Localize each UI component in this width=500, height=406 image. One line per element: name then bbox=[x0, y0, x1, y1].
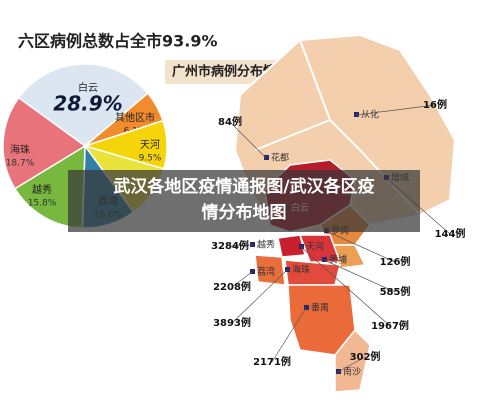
district-count: 84例 bbox=[218, 115, 242, 128]
district-marker bbox=[304, 305, 309, 310]
district-name: 越秀 bbox=[257, 239, 275, 251]
slice-name: 海珠 bbox=[10, 143, 30, 156]
district-count: 2171例 bbox=[253, 355, 291, 368]
district-marker bbox=[322, 257, 327, 262]
leader-line bbox=[323, 259, 396, 293]
pie-slice bbox=[2, 96, 87, 190]
district-count: 144例 bbox=[435, 227, 466, 240]
leader-line bbox=[271, 307, 307, 363]
banner-bg bbox=[68, 170, 420, 232]
slice-name: 越秀 bbox=[32, 183, 52, 196]
district-count: 16例 bbox=[423, 98, 447, 111]
district-name: 南沙 bbox=[343, 366, 361, 378]
pie-slice bbox=[17, 63, 149, 147]
district-name: 番禺 bbox=[311, 302, 329, 314]
leader-line bbox=[231, 269, 288, 324]
district-name: 花都 bbox=[271, 152, 289, 164]
pie-title: 六区病例总数占全市93.9% bbox=[18, 32, 218, 51]
district-count: 126例 bbox=[380, 255, 411, 268]
district-count: 302例 bbox=[350, 350, 381, 363]
leader-line bbox=[337, 356, 366, 373]
map-title: 广州市病例分布情况 bbox=[172, 64, 289, 80]
district-marker bbox=[354, 112, 359, 117]
leader-line bbox=[229, 121, 267, 159]
leader-line bbox=[231, 271, 253, 288]
district-count: 3893例 bbox=[213, 316, 251, 329]
slice-value: 9.5% bbox=[139, 154, 162, 164]
slice-name: 白云 bbox=[78, 81, 98, 94]
slice-name: 其他区市 bbox=[115, 111, 155, 124]
district-count: 1967例 bbox=[371, 319, 409, 332]
slice-value: 28.9% bbox=[53, 92, 122, 116]
leader-line bbox=[355, 104, 436, 116]
banner-line: 武汉各地区疫情通报图/武汉各区疫 bbox=[113, 176, 374, 197]
district-name: 黄埔 bbox=[329, 254, 347, 266]
district-name: 荔湾 bbox=[257, 266, 275, 278]
nansha-area bbox=[334, 328, 371, 393]
slice-value: 18.7% bbox=[6, 159, 35, 169]
liwan-area bbox=[254, 254, 286, 286]
leader-line bbox=[325, 230, 396, 263]
leader-line bbox=[229, 244, 253, 247]
district-count: 2208例 bbox=[213, 280, 251, 293]
district-marker bbox=[299, 244, 304, 249]
yuexiu-area bbox=[277, 234, 306, 258]
district-count: 3284例 bbox=[211, 239, 249, 252]
district-marker bbox=[250, 269, 255, 274]
banner-line: 情分布地图 bbox=[202, 202, 287, 223]
leader-line bbox=[300, 246, 391, 327]
district-marker bbox=[285, 267, 290, 272]
slice-name: 天河 bbox=[140, 139, 160, 151]
district-count: 585例 bbox=[380, 285, 411, 298]
district-marker bbox=[250, 242, 255, 247]
district-name: 天河 bbox=[306, 241, 324, 253]
slice-value: 15.8% bbox=[28, 199, 57, 209]
district-name: 海珠 bbox=[292, 264, 310, 276]
district-name: 从化 bbox=[361, 109, 379, 121]
district-marker bbox=[264, 155, 269, 160]
